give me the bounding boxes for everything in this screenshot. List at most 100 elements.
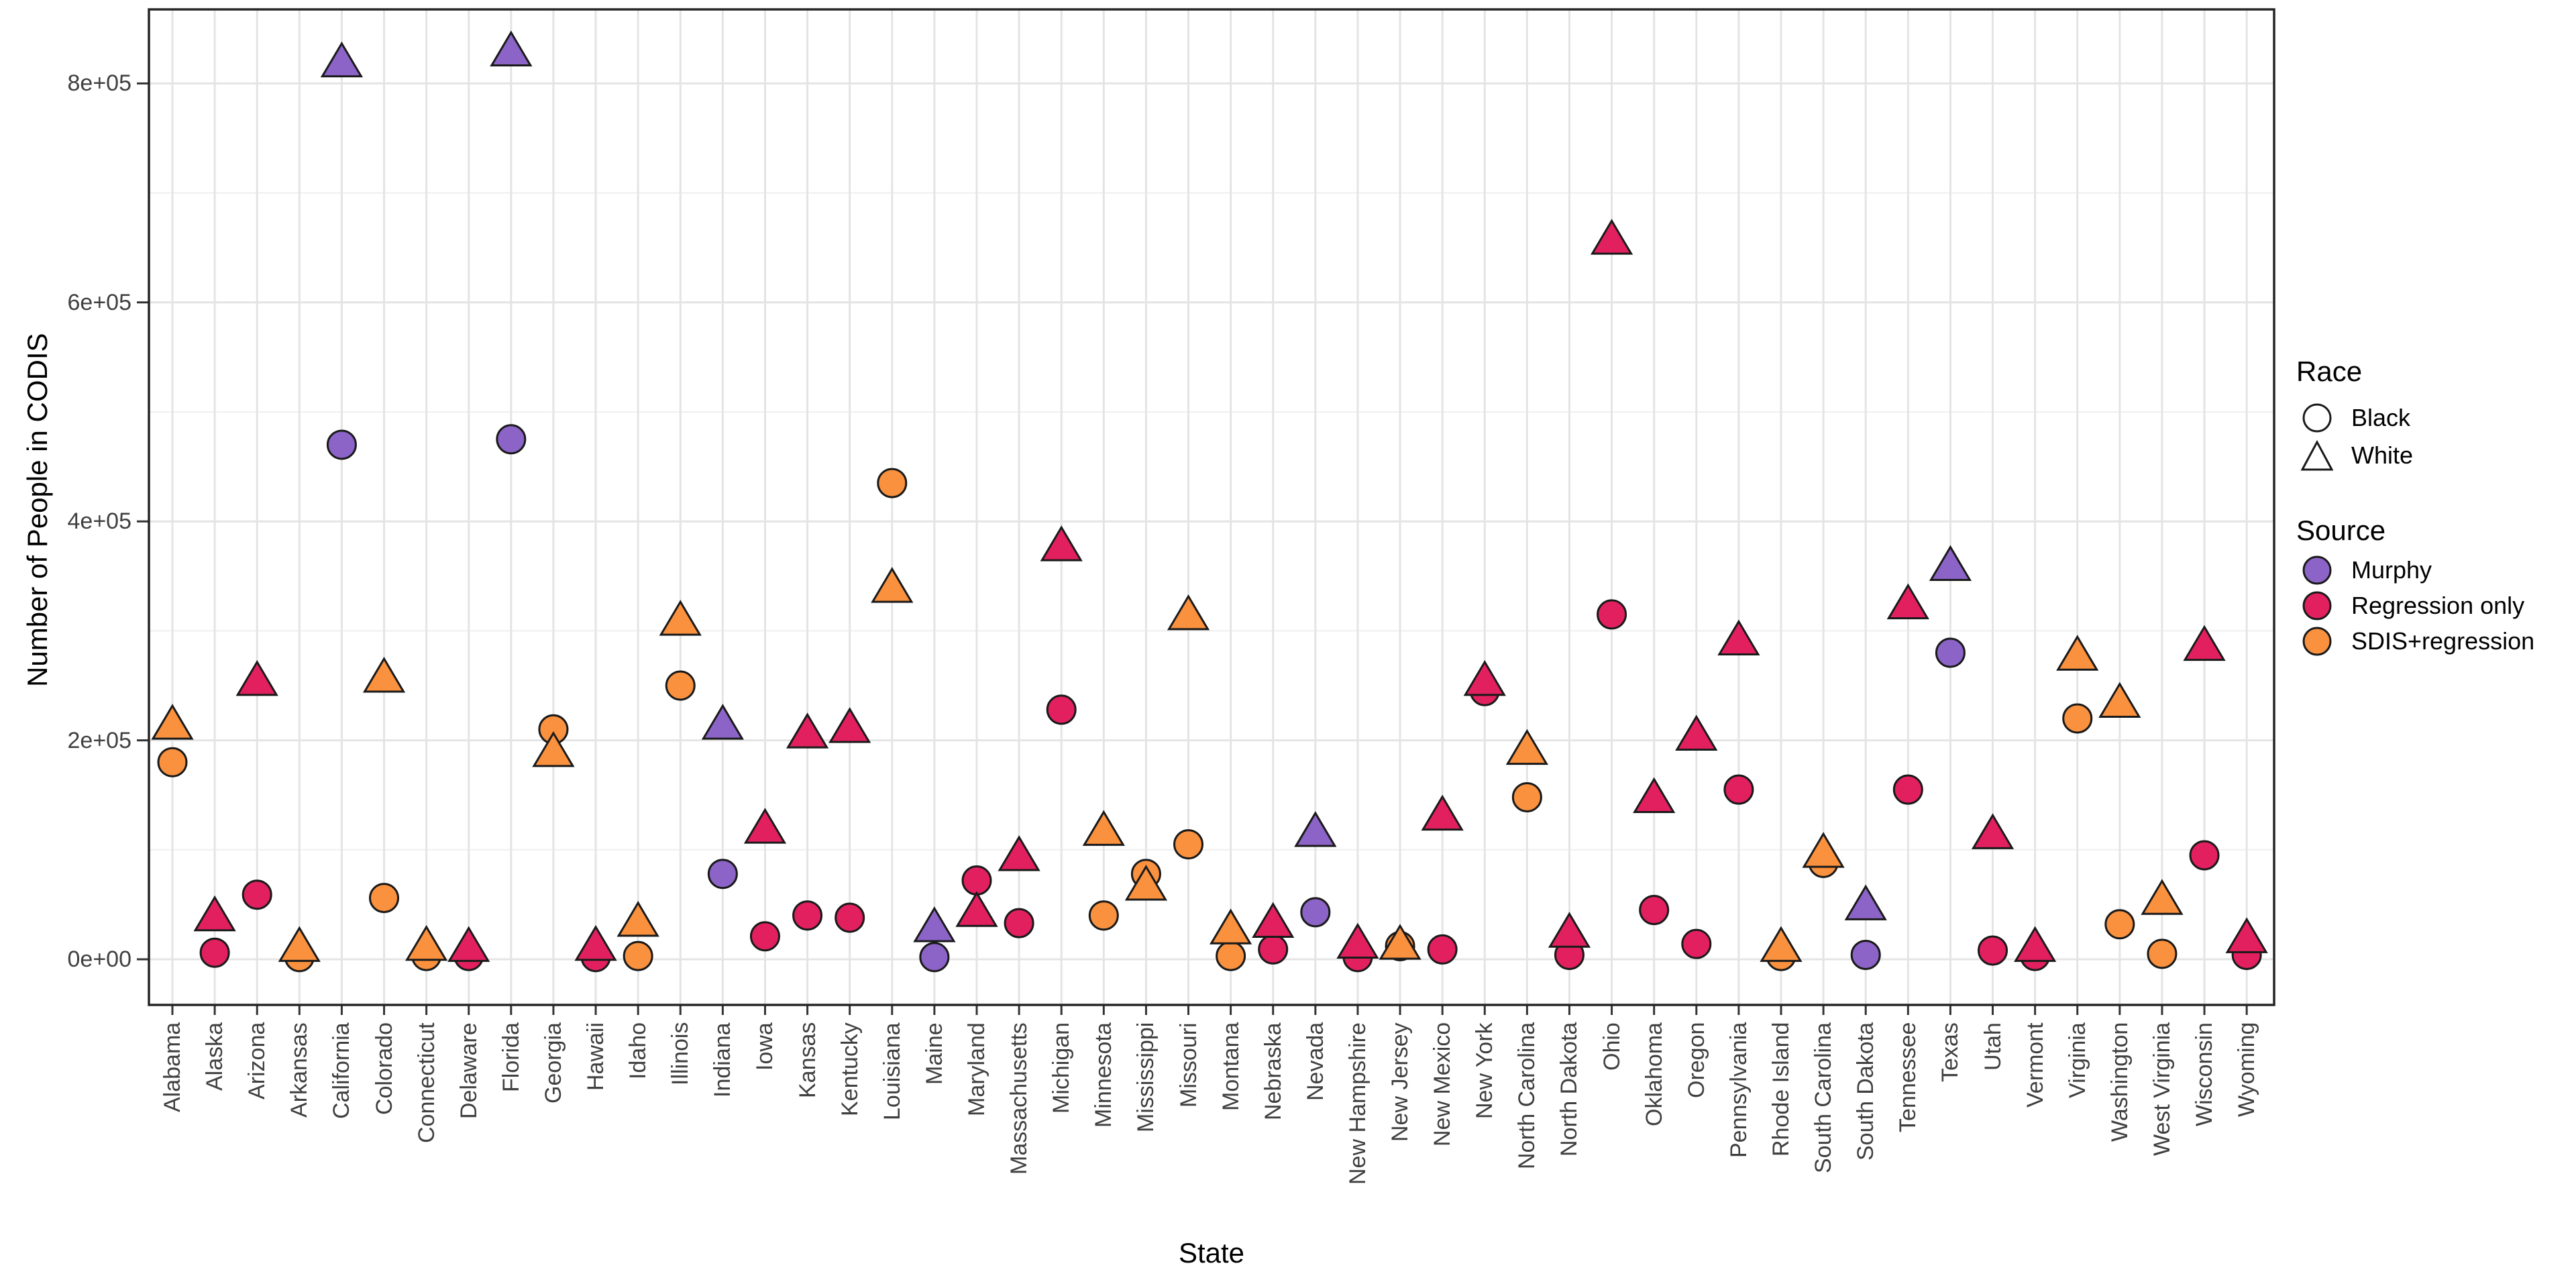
data-point-black-Kentucky [835, 902, 865, 933]
data-point-white-Louisiana [871, 567, 914, 603]
data-point-white-Tennessee [1886, 583, 1929, 620]
data-point-black-Oklahoma [1639, 895, 1670, 926]
legend-label-regression-only: Regression only [2351, 592, 2525, 619]
data-point-white-Wyoming [2225, 917, 2268, 953]
data-point-white-North Dakota [1548, 912, 1591, 948]
triangle-key-icon [2301, 439, 2333, 471]
data-point-white-Illinois [659, 600, 702, 636]
x-tick-label-Idaho: Idaho [625, 1022, 651, 1079]
x-tick-label-Wisconsin: Wisconsin [2192, 1022, 2218, 1126]
data-point-black-Wisconsin [2189, 840, 2220, 871]
data-point-black-Alabama [157, 747, 188, 777]
data-point-black-Michigan [1046, 694, 1077, 725]
data-point-black-New Mexico [1427, 934, 1458, 965]
regression-only-color-key-icon [2302, 591, 2332, 621]
data-point-white-Pennsylvania [1717, 619, 1760, 655]
legend-label-murphy: Murphy [2351, 556, 2432, 584]
x-tick-label-Texas: Texas [1937, 1022, 1964, 1082]
data-point-white-Wisconsin [2183, 625, 2226, 661]
data-point-white-Hawaii [574, 924, 617, 961]
x-tick-label-California: California [329, 1022, 355, 1119]
y-tick-label: 6e+05 [67, 289, 132, 315]
data-point-black-Arizona [241, 879, 272, 910]
y-tick-label: 2e+05 [67, 727, 132, 753]
data-point-black-Alaska [199, 937, 230, 968]
data-point-white-New York [1463, 659, 1506, 696]
legend-item-sdis-regression: SDIS+regression [2301, 625, 2534, 657]
data-point-white-Nevada [1294, 811, 1337, 847]
x-tick-label-Michigan: Michigan [1049, 1022, 1075, 1114]
data-point-white-Arkansas [278, 926, 321, 962]
data-point-black-Tennessee [1892, 774, 1923, 805]
sdis-regression-color-key-icon [2302, 627, 2332, 656]
x-tick-label-Arizona: Arizona [244, 1022, 270, 1099]
data-point-black-Virginia [2062, 703, 2093, 734]
x-tick-label-Louisiana: Louisiana [879, 1022, 905, 1120]
x-tick-label-Rhode Island: Rhode Island [1768, 1022, 1794, 1157]
data-point-black-Nevada [1300, 897, 1331, 928]
x-tick-label-Iowa: Iowa [752, 1022, 778, 1071]
data-point-white-New Jersey [1379, 924, 1421, 960]
data-point-white-Georgia [532, 731, 575, 767]
data-point-black-Indiana [707, 859, 738, 890]
x-tick-label-Oregon: Oregon [1683, 1022, 1709, 1098]
data-point-white-Minnesota [1082, 810, 1125, 846]
data-point-white-Indiana [701, 704, 744, 740]
data-point-black-Utah [1978, 935, 2008, 966]
x-tick-label-Delaware: Delaware [455, 1022, 482, 1119]
x-axis-title: State [1178, 1237, 1245, 1269]
x-tick-label-North Dakota: North Dakota [1556, 1022, 1582, 1157]
data-point-black-Ohio [1597, 599, 1627, 630]
data-point-white-Maryland [955, 891, 998, 927]
x-tick-label-Wyoming: Wyoming [2234, 1022, 2260, 1117]
data-point-white-Ohio [1590, 219, 1633, 255]
x-tick-label-Maryland: Maryland [963, 1022, 989, 1116]
data-point-black-Pennsylvania [1723, 774, 1754, 805]
x-tick-label-Kansas: Kansas [794, 1022, 820, 1098]
x-tick-label-Maine: Maine [921, 1022, 947, 1085]
legend-label-white: White [2351, 441, 2414, 469]
x-tick-label-Indiana: Indiana [710, 1022, 736, 1097]
data-point-black-Texas [1935, 637, 1966, 668]
legend-item-black: Black [2301, 402, 2410, 434]
legend-item-white: White [2301, 439, 2413, 472]
x-tick-label-Georgia: Georgia [540, 1022, 566, 1104]
x-tick-label-Kentucky: Kentucky [837, 1022, 863, 1116]
x-tick-label-Montana: Montana [1218, 1022, 1244, 1111]
x-tick-label-Illinois: Illinois [667, 1022, 694, 1085]
x-tick-label-South Dakota: South Dakota [1853, 1022, 1879, 1161]
data-point-white-Kentucky [828, 707, 871, 743]
data-point-white-Michigan [1040, 525, 1083, 561]
data-point-white-Iowa [743, 808, 787, 844]
data-point-black-Colorado [369, 883, 400, 914]
x-tick-label-South Carolina: South Carolina [1811, 1022, 1837, 1173]
legend-label-black: Black [2351, 404, 2411, 431]
data-point-white-Alabama [151, 704, 194, 740]
data-point-white-California [320, 41, 364, 78]
legend-label-sdis-regression: SDIS+regression [2351, 627, 2535, 655]
data-point-white-Nebraska [1252, 902, 1295, 938]
data-point-white-Missouri [1167, 594, 1210, 631]
x-tick-label-Hawaii: Hawaii [583, 1022, 609, 1091]
data-point-white-South Dakota [1844, 884, 1887, 920]
data-point-white-Oklahoma [1633, 777, 1676, 813]
data-point-white-Alaska [193, 895, 236, 932]
data-point-black-Oregon [1681, 928, 1712, 959]
legend-source-title: Source [2296, 515, 2386, 546]
data-point-white-Florida [490, 30, 533, 66]
x-tick-label-Nevada: Nevada [1302, 1022, 1328, 1101]
murphy-color-key-icon [2302, 555, 2332, 585]
x-tick-label-New Jersey: New Jersey [1387, 1022, 1413, 1142]
data-point-white-Montana [1209, 908, 1252, 945]
data-point-white-Maine [913, 906, 956, 943]
x-tick-label-Florida: Florida [498, 1022, 524, 1092]
data-point-white-Texas [1929, 545, 1972, 581]
data-point-black-North Carolina [1511, 782, 1542, 812]
data-point-black-West Virginia [2147, 938, 2178, 969]
data-point-black-Iowa [749, 921, 780, 952]
data-point-white-Oregon [1675, 714, 1718, 751]
x-tick-label-Alabama: Alabama [160, 1022, 185, 1112]
data-point-black-Kansas [792, 900, 823, 931]
